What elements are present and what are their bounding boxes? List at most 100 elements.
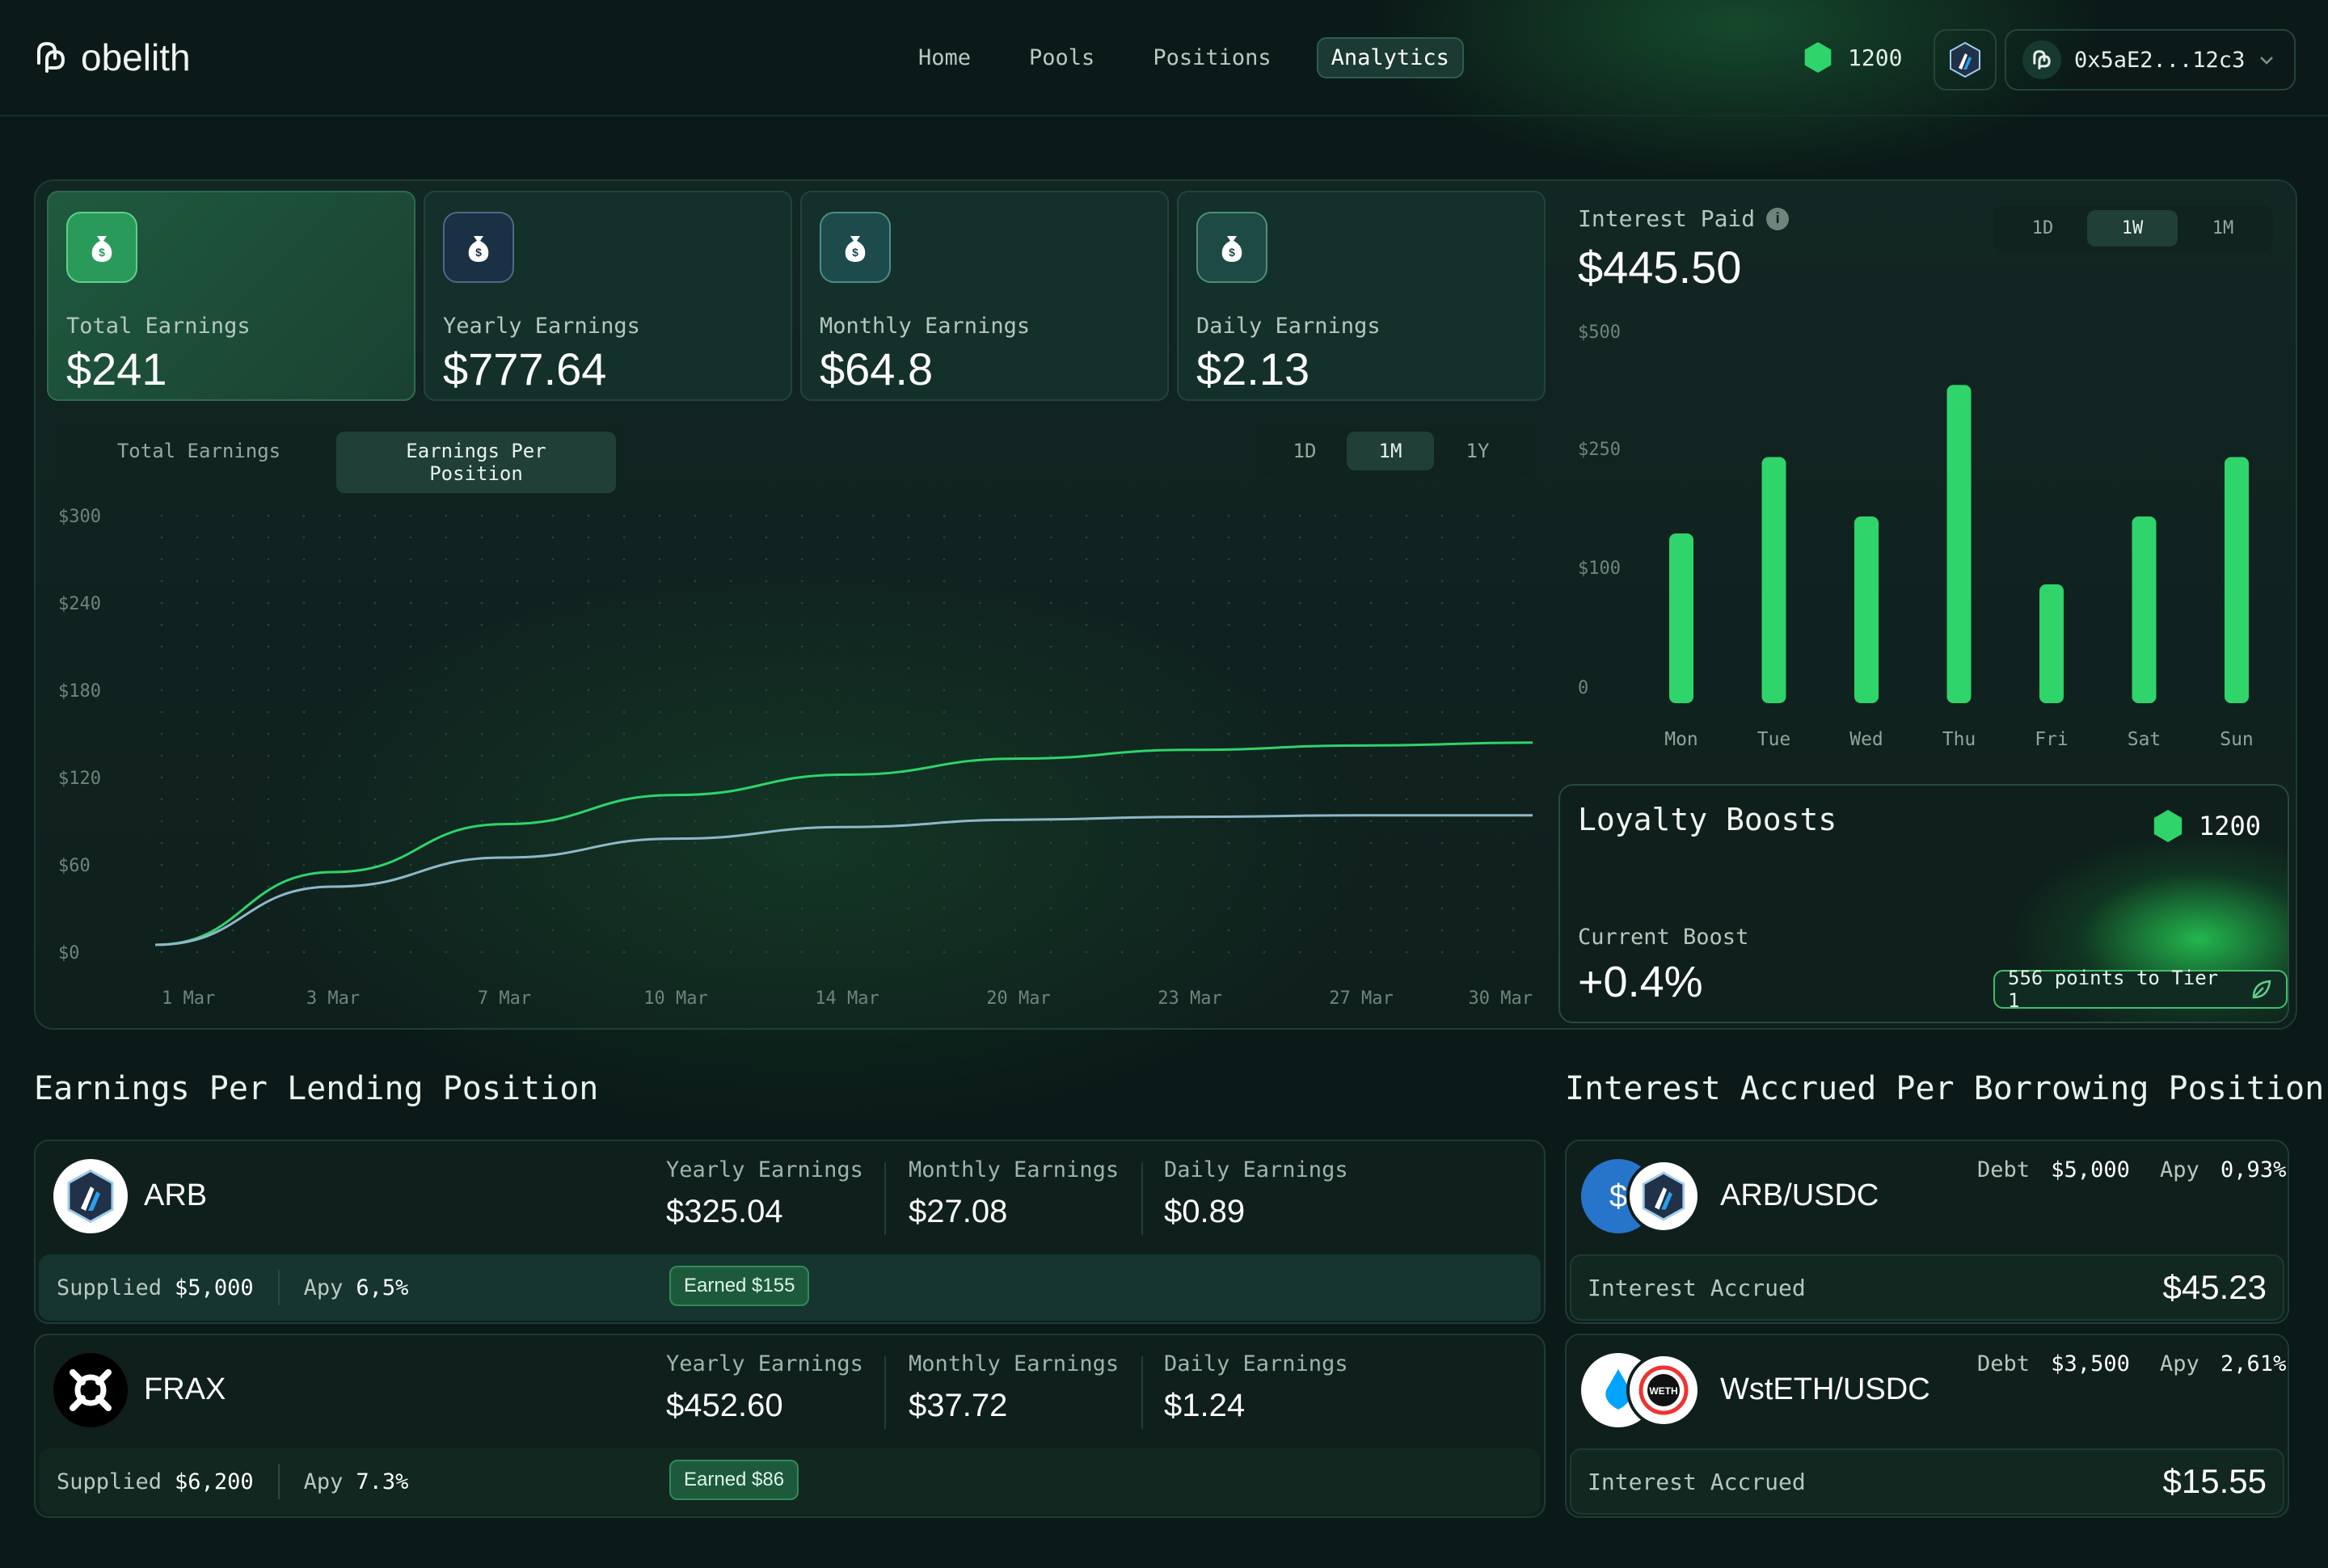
debt-info: Debt $5,000: [1977, 1157, 2130, 1182]
points-hex-icon: [1804, 42, 1832, 73]
position-asset-name: FRAX: [144, 1372, 226, 1406]
x-tick-label: 7 Mar: [478, 988, 531, 1009]
interest-paid-title: Interest Paid: [1578, 205, 1756, 232]
x-tick-label: 3 Mar: [306, 988, 360, 1009]
lending-position-card-arb[interactable]: ARB Yearly Earnings $325.04 Monthly Earn…: [34, 1140, 1546, 1324]
loyalty-boosts-card: Loyalty Boosts 1200 Current Boost +0.4% …: [1558, 784, 2289, 1023]
daily-earnings-metric: Daily Earnings $1.24: [1164, 1351, 1348, 1424]
metric-value: $452.60: [666, 1388, 783, 1423]
x-tick-label: 14 Mar: [815, 988, 879, 1009]
wallet-button[interactable]: 0x5aE2...12c3: [2005, 29, 2296, 91]
borrowing-position-card-wsteth-usdc[interactable]: WETH WstETH/USDC Debt $3,500 Apy 2,61% I…: [1565, 1334, 2289, 1518]
monthly-earnings-metric: Monthly Earnings $27.08: [909, 1157, 1119, 1230]
interest-accrued-label: Interest Accrued: [1588, 1468, 1806, 1495]
metric-label: Yearly Earnings: [666, 1157, 863, 1182]
loyalty-title: Loyalty Boosts: [1578, 802, 1837, 837]
range-1w[interactable]: 1W: [2087, 210, 2178, 247]
divider: [277, 1270, 280, 1305]
svg-text:$: $: [1229, 246, 1235, 259]
top-header: obelith Home Pools Positions Analytics 1…: [0, 0, 2328, 116]
x-tick-label: 30 Mar: [1469, 988, 1533, 1009]
stat-card-total-earnings: $ Total Earnings $241: [47, 191, 415, 401]
points-value: 1200: [1848, 44, 1903, 71]
stat-card-monthly-earnings: $ Monthly Earnings $64.8: [800, 191, 1169, 401]
earnings-line-chart: $300 $240 $180 $120 $60 $0 1 Mar 3 Mar 7 Mar 10 M…: [58, 507, 1533, 1009]
info-icon[interactable]: i: [1766, 207, 1790, 230]
bar-sat[interactable]: [2132, 516, 2157, 703]
position-pair-name: WstETH/USDC: [1720, 1372, 1930, 1406]
points-balance[interactable]: 1200: [1803, 42, 1902, 73]
tab-earnings-per-position[interactable]: Earnings Per Position: [336, 432, 616, 493]
y-tick-label: $60: [58, 856, 91, 876]
x-tick-label: 10 Mar: [643, 988, 707, 1009]
nav-analytics[interactable]: Analytics: [1316, 37, 1464, 78]
lending-position-card-frax[interactable]: FRAX Yearly Earnings $452.60 Monthly Ear…: [34, 1334, 1546, 1518]
range-1y[interactable]: 1Y: [1466, 440, 1490, 462]
loyalty-points: 1200: [2152, 810, 2261, 842]
interest-bar-chart: $500 $250 $100 0 Mon Tue Wed Thu Fri Sat Sun: [1578, 322, 2254, 750]
supplied-value: $6,200: [175, 1469, 254, 1494]
stat-label: Total Earnings: [66, 314, 251, 339]
apy-value: 6,5%: [356, 1275, 409, 1300]
apy-label: Apy: [2160, 1157, 2199, 1182]
wallet-avatar-icon: [2022, 40, 2061, 79]
bar-wed[interactable]: [1854, 516, 1879, 703]
borrowing-position-card-arb-usdc[interactable]: $ ARB/USDC Debt $5,000 Apy 0,93% Interes…: [1565, 1140, 2289, 1324]
y-tick-label: $120: [58, 769, 101, 789]
range-1m[interactable]: 1M: [2212, 218, 2234, 238]
stat-label: Monthly Earnings: [820, 314, 1031, 339]
y-tick-label: $100: [1578, 558, 1621, 579]
monthly-earnings-metric: Monthly Earnings $37.72: [909, 1351, 1119, 1424]
range-1m[interactable]: 1M: [1347, 432, 1434, 470]
debt-value: $3,500: [2051, 1351, 2130, 1376]
svg-text:WETH: WETH: [1649, 1385, 1677, 1397]
divider: [1141, 1356, 1143, 1429]
x-tick-label: Sun: [2220, 729, 2254, 750]
metric-label: Monthly Earnings: [909, 1157, 1120, 1182]
x-tick-label: 27 Mar: [1329, 988, 1393, 1009]
x-tick-label: 20 Mar: [986, 988, 1050, 1009]
earned-badge: Earned $155: [669, 1266, 810, 1306]
metric-label: Daily Earnings: [1164, 1157, 1348, 1182]
bar-tue[interactable]: [1761, 457, 1786, 704]
tier-progress-pill[interactable]: 556 points to Tier 1: [1993, 967, 2288, 1012]
borrowing-section-title: Interest Accrued Per Borrowing Position: [1565, 1070, 2325, 1107]
supplied-label: Supplied: [57, 1469, 162, 1494]
interest-accrued-bar: Interest Accrued $45.23: [1570, 1254, 2284, 1321]
y-tick-label: $300: [58, 507, 101, 527]
nav-pools[interactable]: Pools: [1029, 45, 1095, 70]
x-tick-label: Wed: [1849, 729, 1883, 750]
bar-sun[interactable]: [2225, 457, 2249, 704]
brand-name: obelith: [81, 36, 191, 78]
divider: [1141, 1162, 1143, 1235]
bar-thu[interactable]: [1946, 385, 1972, 703]
range-1d[interactable]: 1D: [2031, 218, 2054, 238]
nav-home[interactable]: Home: [918, 45, 972, 70]
metric-label: Monthly Earnings: [909, 1351, 1120, 1376]
stat-card-daily-earnings: $ Daily Earnings $2.13: [1177, 191, 1546, 401]
interest-accrued-value: $45.23: [2162, 1268, 2267, 1306]
apy-label: Apy: [303, 1275, 344, 1300]
bar-fri[interactable]: [2039, 584, 2064, 703]
tier-progress-text: 556 points to Tier 1: [2008, 967, 2219, 1012]
x-tick-label: Thu: [1942, 729, 1976, 750]
y-tick-label: $0: [58, 943, 80, 963]
nav-positions[interactable]: Positions: [1153, 45, 1272, 70]
wallet-address: 0x5aE2...12c3: [2074, 47, 2246, 73]
brand-logo[interactable]: obelith: [32, 36, 191, 79]
range-1d[interactable]: 1D: [1293, 440, 1317, 462]
bar-mon[interactable]: [1669, 533, 1693, 703]
svg-text:$: $: [852, 246, 858, 259]
interest-accrued-bar: Interest Accrued $15.55: [1570, 1448, 2284, 1515]
network-selector-button[interactable]: [1934, 29, 1997, 91]
money-bag-icon: $: [1196, 212, 1267, 283]
stat-value: $241: [66, 344, 167, 394]
y-tick-label: $240: [58, 594, 101, 614]
stat-label: Yearly Earnings: [443, 314, 640, 339]
metric-value: $325.04: [666, 1194, 783, 1229]
loyalty-points-value: 1200: [2199, 811, 2262, 841]
tab-total-earnings[interactable]: Total Earnings: [116, 440, 281, 462]
arbitrum-icon: [1950, 41, 1980, 78]
metric-label: Daily Earnings: [1164, 1351, 1348, 1376]
y-tick-label: 0: [1578, 678, 1588, 698]
